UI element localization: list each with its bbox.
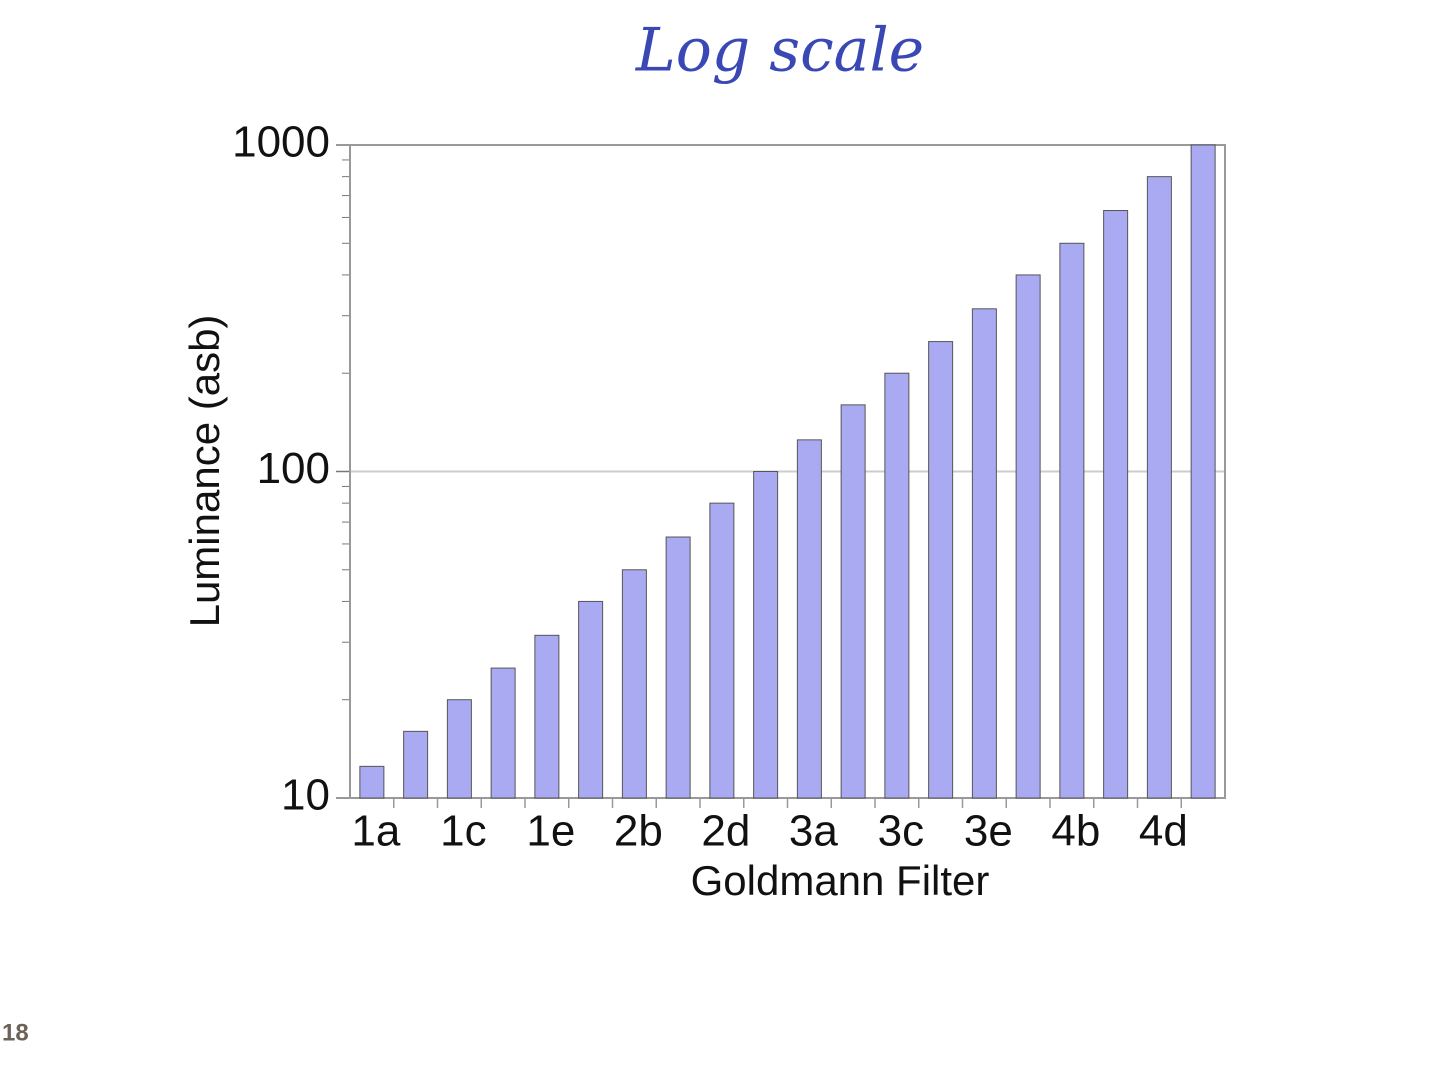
x-tick-label: 3e — [964, 807, 1013, 856]
bar — [709, 502, 735, 799]
bar — [490, 667, 516, 799]
bar — [884, 372, 910, 799]
y-tick-label: 1000 — [232, 118, 330, 167]
bar — [403, 730, 429, 799]
x-tick-label: 4b — [1051, 807, 1100, 856]
handwritten-note: Log scale — [635, 16, 924, 86]
y-axis-label: Luminance (asb) — [181, 315, 228, 628]
y-tick-label: 100 — [257, 444, 330, 493]
x-tick-label: 1e — [526, 807, 575, 856]
page-number: 18 — [2, 1019, 29, 1046]
bar — [796, 439, 822, 799]
bar — [1190, 144, 1216, 799]
bar — [1015, 274, 1041, 799]
bar — [534, 634, 560, 799]
bar — [753, 471, 779, 799]
bar — [578, 600, 604, 799]
x-tick-label: 1c — [440, 807, 486, 856]
x-tick-label: 3c — [878, 807, 924, 856]
x-tick-label: 4d — [1139, 807, 1188, 856]
bar — [621, 569, 647, 799]
y-tick-label: 10 — [281, 771, 330, 820]
bar — [446, 699, 472, 799]
bar — [971, 308, 997, 799]
x-tick-label: 3a — [789, 807, 838, 856]
bar — [928, 341, 954, 799]
x-tick-label: 1a — [351, 807, 400, 856]
bar — [840, 404, 866, 799]
bar — [1146, 176, 1172, 799]
bar — [359, 765, 385, 799]
x-axis-label: Goldmann Filter — [691, 857, 990, 904]
bar — [1059, 242, 1085, 799]
x-tick-label: 2d — [701, 807, 750, 856]
bar — [665, 536, 691, 799]
x-tick-label: 2b — [614, 807, 663, 856]
bar — [1103, 210, 1129, 799]
